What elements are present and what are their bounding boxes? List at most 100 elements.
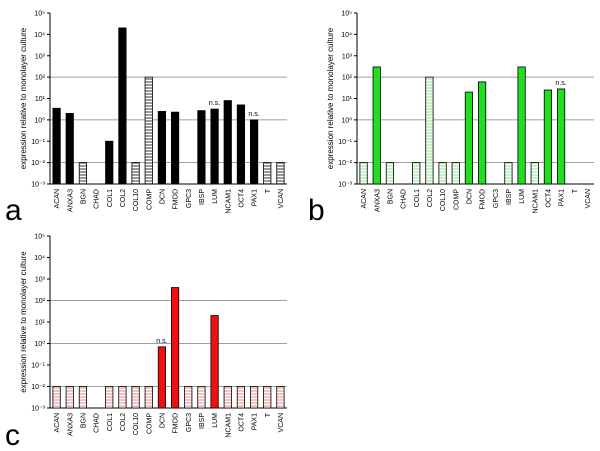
bar-a-ibsp	[197, 110, 206, 185]
y-tick-label-c-1: 10⁻²	[31, 384, 45, 391]
bar-b-lum	[517, 66, 526, 185]
y-tick-label-a-8: 10⁵	[34, 11, 45, 18]
y-tick-label-c-3: 10⁰	[34, 340, 45, 348]
bar-b-bgn	[385, 162, 395, 185]
bar-c-t	[263, 386, 272, 409]
x-tick-label-a-gpc3: GPC3	[186, 189, 193, 208]
bar-c-comp	[144, 386, 153, 409]
x-tick-label-a-col10: COL10	[133, 189, 140, 211]
x-tick-label-a-ibsp: IBSP	[199, 189, 206, 205]
annotation-a-0: n.s.	[209, 100, 220, 107]
y-axis-label-c: expression relative to monolayer culture	[19, 251, 28, 393]
x-tick-label-b-t: T	[572, 188, 579, 193]
x-tick-label-c-pax1: PAX1	[252, 413, 259, 430]
x-tick-label-c-col1: COL1	[107, 413, 114, 431]
x-tick-label-a-bgn: BGN	[80, 189, 87, 204]
x-tick-label-a-acan: ACAN	[54, 189, 61, 208]
panel-c-letter: c	[5, 419, 20, 451]
bar-b-col1	[412, 162, 421, 185]
x-tick-label-a-chad: CHAD	[94, 189, 101, 209]
y-tick-label-c-6: 10³	[35, 277, 46, 284]
bar-c-gpc3	[184, 386, 193, 409]
bar-a-anxa3	[65, 113, 74, 185]
y-tick-label-b-0: 10⁻³	[338, 182, 352, 189]
bar-a-pax1	[249, 119, 259, 185]
bar-a-col2	[118, 27, 127, 185]
y-tick-label-a-1: 10⁻²	[31, 160, 45, 167]
x-tick-label-a-col2: COL2	[120, 189, 127, 207]
x-tick-label-c-vcan: VCAN	[278, 413, 285, 432]
bar-a-vcan	[276, 162, 285, 185]
y-tick-label-b-7: 10⁴	[341, 32, 352, 39]
bar-c-ibsp	[197, 386, 206, 409]
bar-c-col2	[118, 386, 127, 409]
x-tick-label-c-col10: COL10	[133, 413, 140, 435]
bar-c-vcan	[276, 386, 285, 409]
x-tick-label-c-bgn: BGN	[80, 413, 87, 428]
annotation-c-0: n.s.	[156, 338, 167, 345]
x-tick-label-a-lum: LUM	[212, 189, 219, 204]
y-tick-label-a-7: 10⁴	[34, 32, 45, 39]
panel-c-chart: 10⁻³ 10⁻² 10⁻¹ 10⁰ 10¹ 10² 10³ 10⁴ 10⁵ expression…	[19, 234, 287, 438]
x-tick-label-c-gpc3: GPC3	[186, 413, 193, 432]
x-tick-label-a-pax1: PAX1	[252, 189, 259, 206]
y-tick-label-b-6: 10³	[342, 53, 353, 60]
x-tick-label-b-col2: COL2	[427, 189, 434, 207]
x-tick-label-b-lum: LUM	[519, 189, 526, 204]
bar-a-dcn	[157, 110, 167, 185]
x-tick-label-c-acan: ACAN	[54, 413, 61, 432]
x-tick-label-b-gpc3: GPC3	[493, 189, 500, 208]
bar-b-col2	[425, 76, 434, 185]
bar-a-ncam1	[223, 100, 232, 185]
bar-c-bgn	[78, 386, 88, 409]
y-tick-label-c-2: 10⁻¹	[31, 363, 45, 370]
y-tick-label-a-3: 10⁰	[34, 116, 45, 124]
y-tick-label-a-2: 10⁻¹	[31, 139, 45, 146]
bar-c-oct4	[236, 386, 246, 409]
bar-c-col10	[131, 386, 140, 409]
x-tick-label-c-col2: COL2	[120, 413, 127, 431]
x-tick-label-b-col10: COL10	[440, 189, 447, 211]
bar-a-bgn	[78, 162, 88, 185]
bar-c-fmod	[170, 287, 180, 409]
y-tick-label-c-4: 10¹	[35, 320, 46, 327]
y-axis-label-b: expression relative to monolayer culture	[326, 27, 335, 169]
annotation-b-0: n.s.	[555, 80, 566, 87]
x-tick-label-a-dcn: DCN	[159, 189, 166, 204]
bar-b-ncam1	[530, 162, 539, 185]
x-tick-label-c-comp: COMP	[146, 413, 153, 434]
bar-b-anxa3	[372, 66, 381, 185]
bar-b-comp	[451, 162, 460, 185]
y-tick-label-b-8: 10⁵	[341, 11, 352, 18]
x-tick-label-b-comp: COMP	[453, 189, 460, 210]
bar-c-lum	[210, 315, 219, 409]
bar-b-acan	[359, 162, 368, 185]
panel-a-letter: a	[5, 194, 22, 227]
bar-c-dcn	[157, 346, 167, 409]
y-axis-label-a: expression relative to monolayer culture	[19, 27, 28, 169]
y-tick-label-b-1: 10⁻²	[338, 160, 352, 167]
bar-a-fmod	[170, 111, 180, 185]
x-tick-label-b-fmod: FMOD	[480, 189, 487, 210]
annotation-a-1: n.s.	[248, 111, 259, 118]
bar-c-ncam1	[223, 386, 232, 409]
bar-b-ibsp	[504, 162, 513, 185]
x-tick-label-b-oct4: OCT4	[545, 189, 552, 208]
bar-a-acan	[52, 107, 61, 185]
x-tick-label-a-fmod: FMOD	[173, 189, 180, 210]
bar-c-acan	[52, 386, 61, 409]
y-tick-label-c-8: 10⁵	[34, 234, 45, 241]
y-tick-label-b-4: 10¹	[342, 96, 353, 103]
bar-b-oct4	[543, 89, 553, 185]
x-tick-label-c-fmod: FMOD	[173, 413, 180, 434]
x-tick-label-c-anxa3: ANXA3	[67, 413, 74, 436]
x-tick-label-a-ncam1: NCAM1	[225, 189, 232, 214]
y-tick-label-c-5: 10²	[35, 298, 46, 305]
x-tick-label-b-chad: CHAD	[401, 189, 408, 209]
bar-a-lum	[210, 108, 219, 185]
y-tick-label-a-5: 10²	[35, 75, 46, 82]
x-tick-label-b-bgn: BGN	[387, 189, 394, 204]
y-tick-label-a-0: 10⁻³	[31, 182, 45, 189]
panel-b-letter: b	[308, 194, 325, 227]
x-tick-label-a-vcan: VCAN	[278, 189, 285, 208]
